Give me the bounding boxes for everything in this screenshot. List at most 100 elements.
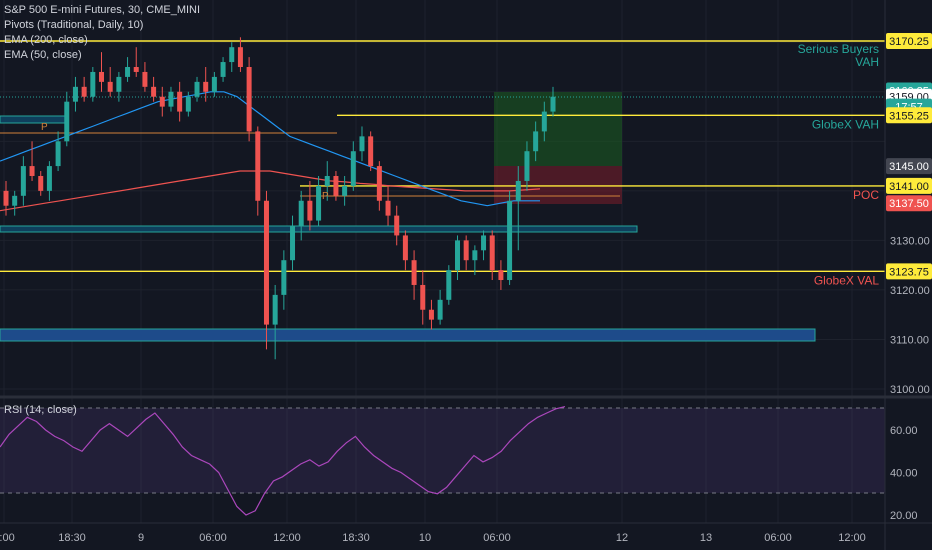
rsi-tick-label: 20.00	[890, 510, 918, 522]
candle-body	[20, 166, 26, 196]
candle-body	[428, 309, 434, 320]
price-tick-label: 3130.00	[890, 235, 930, 247]
price-tag-label: 3170.25	[889, 36, 929, 48]
candle-body	[177, 91, 183, 112]
time-tick-label: 06:00	[764, 532, 792, 544]
candle-body	[125, 67, 131, 77]
candle-body	[481, 235, 487, 251]
candle-body	[229, 47, 235, 63]
time-tick-label: 10	[419, 532, 431, 544]
candle-body	[255, 131, 261, 201]
price-tick-label: 3100.00	[890, 384, 930, 396]
time-tick-label: 2:00	[0, 532, 15, 544]
rsi-tick-label: 60.00	[890, 425, 918, 437]
time-tick-label: 18:30	[58, 532, 86, 544]
candle-body	[116, 76, 122, 92]
time-tick-label: 18:30	[342, 532, 370, 544]
indicator-ema-50[interactable]: EMA (50, close)	[4, 49, 82, 61]
indicator-pivots[interactable]: Pivots (Traditional, Daily, 10)	[4, 19, 144, 31]
time-axis[interactable]: 2:00 18:30 9 06:00 12:00 18:30 10 06:00 12 13 06:0…	[0, 532, 866, 544]
time-tick-label: 12:00	[273, 532, 301, 544]
level-label: POC	[853, 188, 879, 202]
candle-body	[385, 200, 391, 216]
price-tag-bg	[886, 263, 932, 280]
candle-body	[368, 136, 374, 167]
candle-body	[350, 151, 356, 186]
candle-body	[142, 71, 148, 87]
time-tick-label: 12:00	[838, 532, 866, 544]
candle-body	[298, 200, 304, 226]
candle-body	[72, 86, 78, 102]
support-zone-2	[0, 225, 638, 233]
price-tags: 3170.253160.253159.0017:573155.253145.00…	[886, 33, 932, 280]
candle-body	[411, 260, 417, 285]
candle-body	[550, 96, 556, 112]
candle-body	[3, 190, 9, 206]
candle-body	[281, 260, 287, 295]
price-tag-bg	[886, 107, 932, 124]
price-tag-bg	[886, 33, 932, 49]
candle-body	[333, 175, 339, 196]
rsi-tick-label: 40.00	[890, 468, 918, 480]
price-axis[interactable]: 3100.00 3110.00 3120.00 3130.00	[890, 235, 930, 396]
candle-body	[316, 185, 322, 221]
candle-body	[29, 166, 35, 176]
candle-body	[263, 200, 269, 325]
candle-body	[211, 76, 217, 92]
candles-group	[3, 37, 556, 360]
rsi-axis[interactable]: 20.00 40.00 60.00	[890, 425, 918, 522]
candle-body	[446, 270, 452, 300]
candle-body	[402, 235, 408, 261]
candle-body	[394, 215, 400, 236]
time-tick-label: 9	[138, 532, 144, 544]
candle-body	[64, 101, 70, 142]
rsi-band	[0, 408, 885, 493]
candle-body	[489, 235, 495, 271]
candle-body	[46, 166, 52, 191]
candle-body	[342, 185, 348, 196]
candle-body	[159, 96, 165, 107]
level-lines	[0, 40, 885, 273]
candle-body	[38, 175, 44, 191]
candle-body	[81, 86, 87, 97]
price-tick-label: 3110.00	[890, 334, 929, 346]
price-tag-bg	[886, 158, 932, 175]
candle-body	[133, 67, 139, 72]
level-label: GlobeX VAL	[814, 273, 879, 287]
rsi-line	[0, 406, 566, 516]
candle-body	[220, 62, 226, 77]
candle-body	[151, 86, 157, 97]
time-tick-label: 12	[616, 532, 628, 544]
support-zone-3	[0, 328, 816, 342]
candle-body	[90, 71, 96, 97]
candle-body	[533, 131, 539, 152]
candle-body	[524, 151, 530, 181]
candle-body	[507, 200, 513, 281]
price-tag-label: 3141.00	[889, 181, 929, 193]
level-label: Serious Buyers	[798, 42, 879, 56]
candle-body	[246, 67, 252, 132]
candle-body	[454, 240, 460, 271]
price-tag-label: 3145.00	[889, 161, 929, 173]
ema-200-line	[0, 170, 541, 212]
candle-body	[324, 175, 330, 186]
candle-body	[237, 47, 243, 68]
candle-body	[472, 250, 478, 261]
indicator-ema-200[interactable]: EMA (200, close)	[4, 34, 88, 46]
price-tag-bg	[886, 195, 932, 212]
symbol-title[interactable]: S&P 500 E-mini Futures, 30, CME_MINI	[4, 4, 201, 16]
price-tag-label: 3137.50	[889, 198, 929, 210]
lower-stop-zone	[494, 166, 622, 204]
level-label: VAH	[855, 55, 879, 69]
candle-body	[185, 96, 191, 112]
indicator-rsi[interactable]: RSI (14, close)	[4, 404, 77, 416]
candle-body	[12, 195, 18, 206]
candle-body	[515, 180, 521, 201]
time-tick-label: 13	[700, 532, 712, 544]
candle-body	[463, 240, 469, 261]
candle-body	[99, 71, 105, 82]
price-tag-label: 3155.25	[889, 110, 929, 122]
level-label: GlobeX VAH	[812, 117, 879, 131]
price-tag-label: 3123.75	[889, 266, 929, 278]
